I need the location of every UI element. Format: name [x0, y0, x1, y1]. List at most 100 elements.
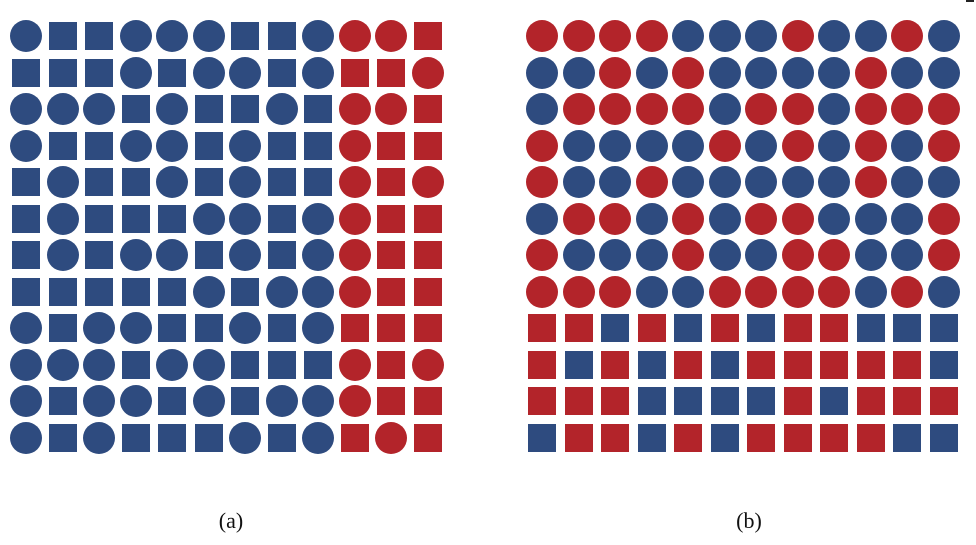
- circle-blue: [708, 56, 741, 89]
- circle-blue: [672, 129, 704, 162]
- circle-red: [891, 20, 923, 52]
- square-blue: [121, 277, 150, 306]
- square-blue: [85, 58, 113, 87]
- square-blue: [856, 314, 885, 342]
- circle-red: [526, 275, 558, 308]
- circle-red: [375, 20, 407, 52]
- square-red: [674, 423, 702, 452]
- circle-red: [599, 202, 631, 235]
- square-blue: [121, 95, 150, 123]
- circle-blue: [119, 129, 152, 162]
- circle-red: [927, 93, 960, 125]
- circle-red: [338, 385, 371, 417]
- square-red: [564, 314, 593, 342]
- circle-blue: [526, 56, 558, 89]
- circle-red: [854, 93, 887, 125]
- square-red: [747, 423, 775, 452]
- square-blue: [85, 277, 113, 306]
- circle-blue: [818, 93, 850, 125]
- square-red: [413, 204, 442, 233]
- square-red: [674, 350, 702, 379]
- circle-blue: [156, 348, 188, 381]
- square-red: [413, 22, 442, 50]
- shape-grid-b: [526, 20, 960, 460]
- circle-red: [338, 275, 371, 308]
- square-blue: [893, 314, 921, 342]
- circle-blue: [708, 202, 741, 235]
- circle-blue: [562, 166, 595, 198]
- circle-blue: [265, 93, 298, 125]
- circle-red: [338, 348, 371, 381]
- circle-blue: [635, 275, 668, 308]
- square-red: [893, 350, 921, 379]
- circle-blue: [635, 129, 668, 162]
- circle-red: [375, 421, 407, 454]
- square-red: [856, 423, 885, 452]
- square-blue: [304, 350, 332, 379]
- circle-blue: [192, 56, 225, 89]
- square-blue: [48, 387, 77, 415]
- square-blue: [674, 387, 702, 415]
- square-blue: [231, 277, 259, 306]
- circle-blue: [599, 129, 631, 162]
- circle-blue: [192, 275, 225, 308]
- circle-blue: [745, 56, 777, 89]
- square-red: [929, 387, 958, 415]
- circle-red: [708, 275, 741, 308]
- square-blue: [267, 168, 296, 196]
- square-red: [413, 387, 442, 415]
- circle-red: [338, 93, 371, 125]
- circle-red: [338, 239, 371, 271]
- circle-blue: [927, 166, 960, 198]
- square-blue: [12, 58, 40, 87]
- square-blue: [85, 204, 113, 233]
- circle-blue: [818, 166, 850, 198]
- square-red: [747, 350, 775, 379]
- circle-red: [927, 129, 960, 162]
- circle-blue: [302, 239, 334, 271]
- square-red: [413, 277, 442, 306]
- square-blue: [267, 423, 296, 452]
- circle-blue: [156, 129, 188, 162]
- circle-blue: [229, 56, 261, 89]
- circle-blue: [635, 202, 668, 235]
- square-red: [783, 350, 812, 379]
- circle-blue: [229, 312, 261, 344]
- circle-red: [891, 93, 923, 125]
- square-red: [564, 423, 593, 452]
- circle-blue: [119, 312, 152, 344]
- square-blue: [12, 241, 40, 269]
- square-blue: [158, 423, 186, 452]
- circle-blue: [302, 385, 334, 417]
- circle-blue: [526, 202, 558, 235]
- square-red: [564, 387, 593, 415]
- circle-blue: [672, 166, 704, 198]
- circle-blue: [10, 129, 42, 162]
- circle-blue: [562, 239, 595, 271]
- circle-red: [635, 166, 668, 198]
- circle-red: [599, 20, 631, 52]
- circle-red: [562, 93, 595, 125]
- square-blue: [304, 168, 332, 196]
- circle-red: [708, 129, 741, 162]
- circle-blue: [672, 20, 704, 52]
- circle-blue: [927, 20, 960, 52]
- circle-red: [599, 275, 631, 308]
- circle-blue: [192, 20, 225, 52]
- circle-blue: [708, 239, 741, 271]
- circle-blue: [192, 348, 225, 381]
- circle-blue: [46, 348, 79, 381]
- circle-red: [818, 239, 850, 271]
- circle-red: [338, 129, 371, 162]
- square-blue: [601, 314, 629, 342]
- circle-blue: [302, 421, 334, 454]
- square-blue: [48, 131, 77, 160]
- circle-red: [599, 93, 631, 125]
- circle-blue: [302, 202, 334, 235]
- circle-red: [526, 129, 558, 162]
- square-blue: [194, 95, 223, 123]
- circle-red: [672, 239, 704, 271]
- square-blue: [231, 22, 259, 50]
- circle-blue: [745, 20, 777, 52]
- circle-red: [411, 56, 444, 89]
